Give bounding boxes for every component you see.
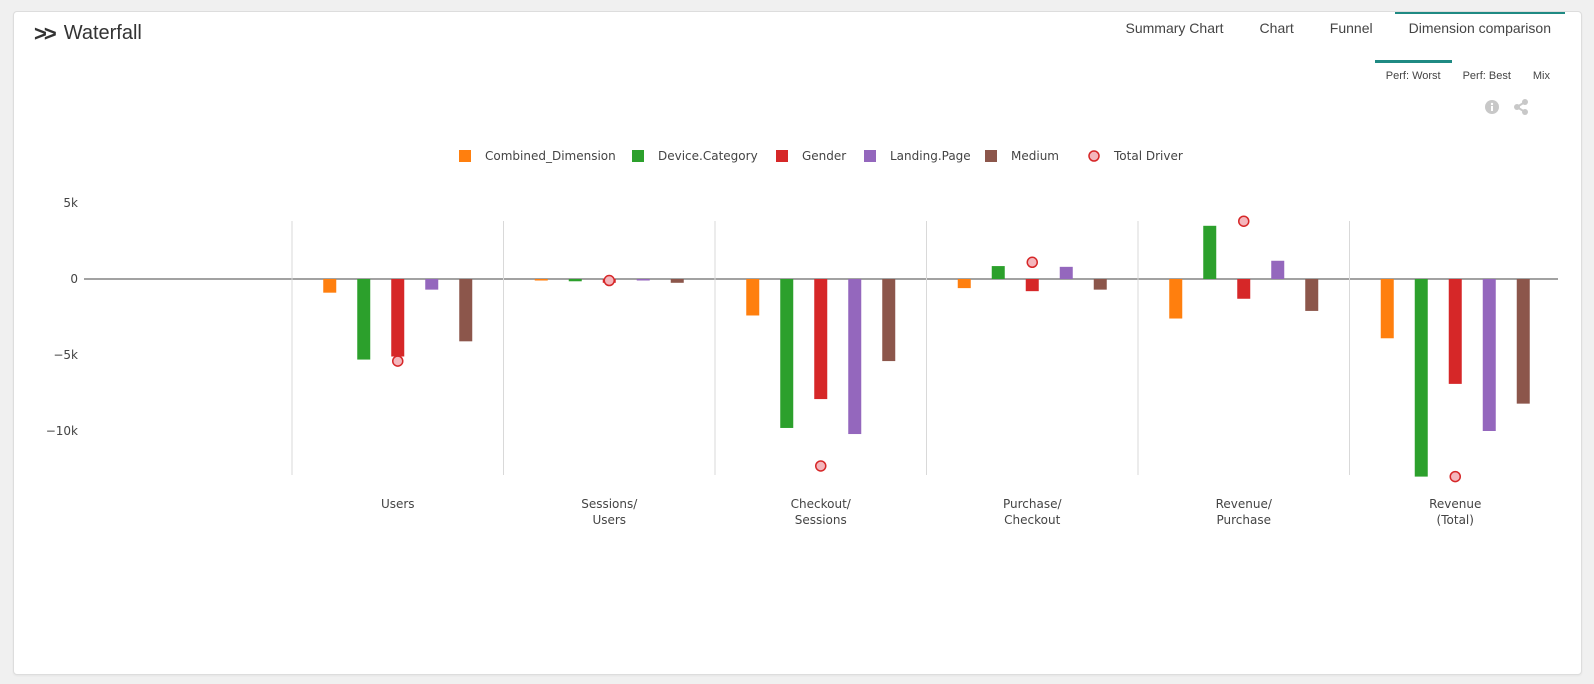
- x-tick-label: Revenue: [1429, 497, 1481, 511]
- total-driver-marker[interactable]: [1026, 256, 1038, 269]
- legend-swatch[interactable]: [985, 150, 997, 162]
- subtab-mix[interactable]: Mix: [1532, 70, 1550, 82]
- y-tick-label: 5k: [63, 196, 78, 210]
- legend-label[interactable]: Device.Category: [658, 149, 758, 163]
- legend-swatch[interactable]: [459, 150, 471, 162]
- bar-gender[interactable]: [1448, 279, 1462, 384]
- bar-medium[interactable]: [670, 279, 684, 283]
- waterfall-card: >> Waterfall Summary Chart Chart Funnel …: [13, 11, 1582, 675]
- x-tick-label: Users: [381, 497, 415, 511]
- x-tick-label: Users: [592, 513, 626, 527]
- bar-combined-dimension[interactable]: [746, 279, 760, 316]
- y-tick-label: −10k: [46, 424, 78, 438]
- x-tick-label: Purchase: [1217, 513, 1272, 527]
- legend-label[interactable]: Landing.Page: [890, 149, 971, 163]
- tab-chart[interactable]: Chart: [1259, 20, 1294, 36]
- perf-subtabs: Perf: Worst Perf: Best Mix: [1374, 60, 1561, 90]
- x-tick-label: Sessions: [795, 513, 847, 527]
- legend-label[interactable]: Combined_Dimension: [485, 149, 616, 163]
- legend-swatch[interactable]: [776, 150, 788, 162]
- legend-label[interactable]: Gender: [802, 149, 846, 163]
- page-title: Waterfall: [63, 22, 142, 44]
- chart-tools: [1471, 99, 1529, 115]
- bar-medium[interactable]: [459, 279, 473, 342]
- bar-combined-dimension[interactable]: [957, 279, 971, 289]
- bar-gender[interactable]: [1237, 279, 1251, 299]
- bar-medium[interactable]: [1516, 279, 1530, 404]
- total-driver-marker[interactable]: [1238, 215, 1250, 227]
- bar-device-category[interactable]: [568, 279, 582, 282]
- legend-swatch[interactable]: [1088, 150, 1100, 162]
- legend-swatch[interactable]: [864, 150, 876, 162]
- total-driver-marker[interactable]: [392, 355, 404, 367]
- x-tick-label: Sessions/: [581, 497, 638, 511]
- total-driver-marker[interactable]: [1449, 470, 1461, 483]
- bar-landing-page[interactable]: [1059, 266, 1073, 279]
- bar-device-category[interactable]: [357, 279, 371, 360]
- y-tick-label: −5k: [53, 348, 78, 362]
- bar-device-category[interactable]: [991, 266, 1005, 279]
- info-icon[interactable]: [1485, 100, 1499, 114]
- bar-gender[interactable]: [391, 279, 405, 357]
- bar-combined-dimension[interactable]: [1169, 279, 1183, 319]
- bar-device-category[interactable]: [1203, 225, 1217, 279]
- tab-summary-chart[interactable]: Summary Chart: [1125, 20, 1224, 36]
- subtab-perf-best[interactable]: Perf: Best: [1462, 70, 1511, 82]
- x-tick-label: Checkout/: [791, 497, 852, 511]
- bar-landing-page[interactable]: [1271, 260, 1285, 279]
- total-driver-marker[interactable]: [815, 460, 827, 472]
- share-icon[interactable]: [1513, 99, 1529, 115]
- x-tick-label: Revenue/: [1216, 497, 1273, 511]
- bar-device-category[interactable]: [780, 279, 794, 428]
- view-tabs: Summary Chart Chart Funnel Dimension com…: [1104, 12, 1565, 46]
- bar-combined-dimension[interactable]: [1380, 279, 1394, 339]
- bar-device-category[interactable]: [1414, 279, 1428, 477]
- bar-medium[interactable]: [1093, 279, 1107, 290]
- double-chevron-right-icon[interactable]: >>: [34, 20, 57, 46]
- bar-landing-page[interactable]: [848, 279, 862, 435]
- bar-medium[interactable]: [1305, 279, 1319, 311]
- bar-combined-dimension[interactable]: [534, 279, 548, 281]
- x-tick-label: (Total): [1437, 513, 1474, 527]
- bar-medium[interactable]: [882, 279, 896, 362]
- x-tick-label: Checkout: [1004, 513, 1060, 527]
- subtab-perf-worst[interactable]: Perf: Worst: [1374, 60, 1452, 90]
- bar-landing-page[interactable]: [425, 279, 439, 290]
- legend-label[interactable]: Medium: [1011, 149, 1059, 163]
- y-tick-label: 0: [70, 272, 78, 286]
- bar-landing-page[interactable]: [636, 279, 650, 281]
- bar-landing-page[interactable]: [1482, 279, 1496, 431]
- card-header: >> Waterfall: [34, 22, 142, 45]
- bar-combined-dimension[interactable]: [323, 279, 337, 293]
- tab-dimension-comparison[interactable]: Dimension comparison: [1394, 12, 1565, 46]
- legend-label[interactable]: Total Driver: [1113, 149, 1183, 163]
- tab-funnel[interactable]: Funnel: [1329, 20, 1373, 36]
- x-tick-label: Purchase/: [1003, 497, 1062, 511]
- bar-gender[interactable]: [1025, 279, 1039, 292]
- bar-gender[interactable]: [814, 279, 828, 400]
- total-driver-marker[interactable]: [603, 274, 615, 287]
- legend-swatch[interactable]: [632, 150, 644, 162]
